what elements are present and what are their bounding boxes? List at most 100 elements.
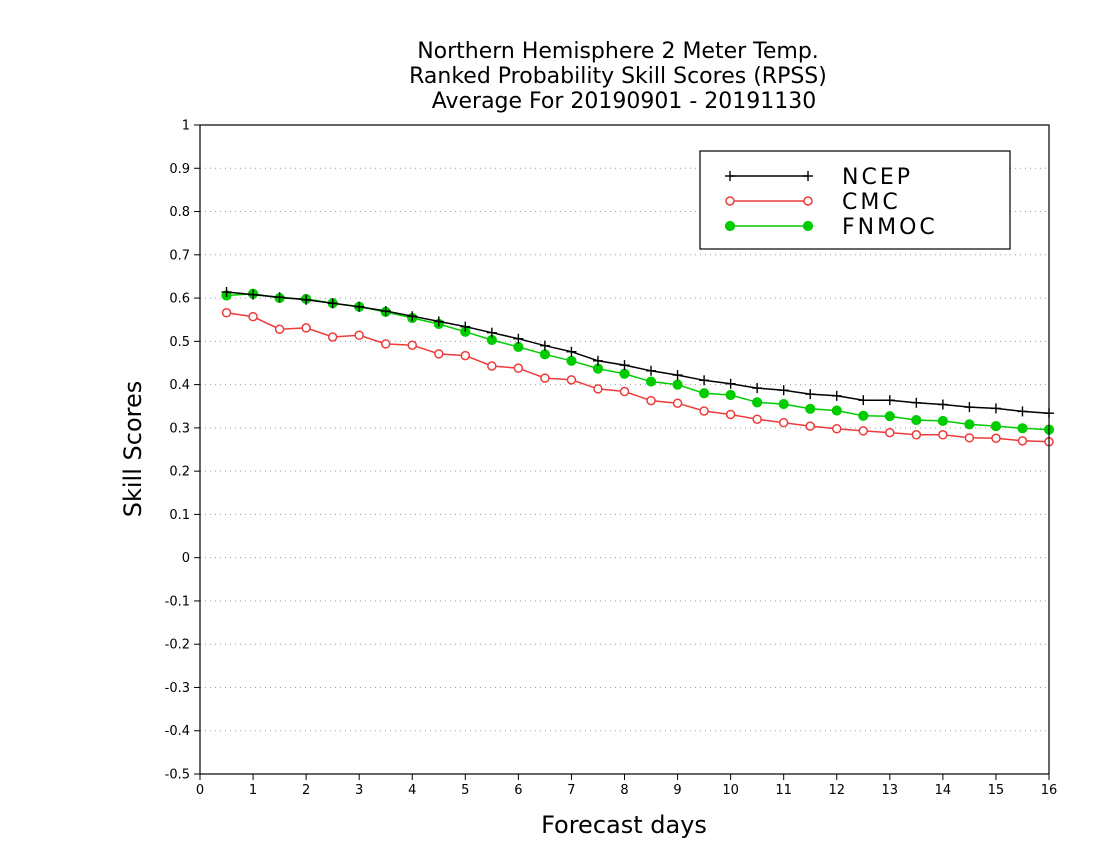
y-tick-label: 0.4 bbox=[169, 378, 190, 393]
x-tick-label: 15 bbox=[988, 783, 1005, 798]
y-tick-label: -0.4 bbox=[165, 724, 190, 739]
data-point-fnmoc bbox=[937, 415, 948, 427]
data-point-cmc bbox=[487, 361, 497, 371]
x-tick-label: 14 bbox=[935, 783, 952, 798]
data-point-cmc bbox=[380, 339, 391, 349]
y-tick-label: 0.5 bbox=[169, 335, 190, 350]
y-tick-label: -0.3 bbox=[165, 681, 190, 696]
data-point-ncep bbox=[539, 340, 550, 351]
series-ncep bbox=[221, 287, 1054, 419]
x-tick-label: 4 bbox=[408, 783, 416, 798]
x-tick-label: 7 bbox=[567, 783, 575, 798]
data-point-fnmoc bbox=[513, 341, 524, 353]
data-point-cmc bbox=[460, 350, 471, 361]
legend-item-ncep: NCEP bbox=[725, 165, 913, 190]
x-tick-label: 2 bbox=[302, 783, 310, 798]
data-point-ncep bbox=[699, 375, 710, 386]
data-point-fnmoc bbox=[831, 405, 842, 416]
data-point-ncep bbox=[990, 403, 1001, 414]
data-point-cmc bbox=[672, 398, 683, 408]
x-tick-label: 8 bbox=[620, 783, 628, 798]
data-point-fnmoc bbox=[752, 397, 763, 408]
data-point-fnmoc bbox=[645, 376, 657, 387]
data-point-fnmoc bbox=[964, 419, 975, 430]
data-point-ncep bbox=[433, 316, 444, 327]
legend-marker bbox=[725, 171, 735, 181]
y-tick-label: 0.9 bbox=[169, 162, 190, 177]
data-point-ncep bbox=[486, 327, 497, 338]
data-point-cmc bbox=[805, 421, 815, 431]
data-point-ncep bbox=[619, 360, 630, 371]
legend-item-cmc: CMC bbox=[725, 190, 901, 215]
data-point-cmc bbox=[725, 409, 736, 420]
data-point-fnmoc bbox=[1017, 423, 1028, 434]
data-point-cmc bbox=[911, 430, 922, 440]
data-point-ncep bbox=[646, 365, 657, 376]
data-point-cmc bbox=[991, 433, 1001, 444]
legend-label: FNMOC bbox=[842, 215, 938, 240]
gridlines bbox=[200, 167, 1049, 732]
x-tick-label: 1 bbox=[249, 783, 257, 798]
data-point-ncep bbox=[327, 298, 338, 309]
data-point-ncep bbox=[274, 292, 285, 303]
y-tick-label: -0.5 bbox=[165, 768, 190, 783]
y-tick-label: 0 bbox=[182, 551, 190, 566]
legend-marker bbox=[803, 171, 813, 181]
data-point-ncep bbox=[380, 306, 391, 317]
series-fnmoc bbox=[221, 288, 1055, 435]
legend-box bbox=[699, 150, 1011, 250]
x-tick-label: 3 bbox=[355, 783, 363, 798]
data-point-ncep bbox=[884, 395, 895, 406]
data-point-ncep bbox=[831, 390, 842, 401]
y-tick-label: 0.8 bbox=[169, 205, 190, 220]
data-point-ncep bbox=[752, 383, 763, 394]
legend-marker bbox=[803, 196, 813, 206]
data-point-fnmoc bbox=[805, 403, 816, 414]
data-point-ncep bbox=[672, 370, 683, 381]
data-point-cmc bbox=[858, 426, 869, 436]
axes: 1 0.9 0.8 0.7 0.6 0.5 0.4 0.3 0.2 0.1 0 -0.1 -0.2 -0.… bbox=[165, 119, 1058, 799]
series-line-fnmoc bbox=[226, 292, 1050, 431]
y-tick-label: 0.7 bbox=[169, 248, 190, 263]
data-point-cmc bbox=[274, 324, 285, 334]
data-point-ncep bbox=[566, 346, 577, 357]
data-point-cmc bbox=[832, 423, 842, 434]
data-point-cmc bbox=[354, 330, 364, 341]
data-point-fnmoc bbox=[619, 368, 630, 379]
data-point-ncep bbox=[248, 289, 259, 300]
legend-marker bbox=[802, 220, 814, 232]
legend-label: CMC bbox=[842, 190, 901, 215]
data-point-cmc bbox=[593, 384, 603, 394]
y-tick-label: -0.2 bbox=[165, 638, 190, 653]
legend-item-fnmoc: FNMOC bbox=[724, 215, 938, 240]
data-point-ncep bbox=[964, 402, 975, 413]
series-line-ncep bbox=[226, 291, 1050, 414]
data-point-fnmoc bbox=[539, 349, 551, 360]
x-tick-label: 6 bbox=[514, 783, 522, 798]
plot-frame bbox=[199, 124, 1050, 775]
x-tick-label: 13 bbox=[882, 783, 899, 798]
data-point-cmc bbox=[938, 430, 948, 440]
legend-marker bbox=[725, 196, 735, 206]
legend-marker bbox=[724, 220, 736, 232]
data-point-ncep bbox=[937, 399, 948, 410]
y-tick-label: 1 bbox=[182, 119, 190, 134]
data-point-fnmoc bbox=[566, 355, 577, 366]
data-point-cmc bbox=[699, 406, 709, 416]
data-point-cmc bbox=[248, 311, 258, 322]
data-point-fnmoc bbox=[725, 389, 736, 401]
data-point-cmc bbox=[646, 395, 656, 406]
data-point-cmc bbox=[619, 386, 630, 397]
data-point-ncep bbox=[778, 385, 789, 396]
legend-label: NCEP bbox=[842, 165, 913, 190]
data-point-cmc bbox=[221, 308, 232, 318]
data-point-ncep bbox=[1017, 406, 1028, 417]
x-tick-label: 10 bbox=[722, 783, 739, 798]
data-point-cmc bbox=[1017, 436, 1028, 446]
y-tick-label: 0.2 bbox=[169, 465, 190, 480]
data-point-cmc bbox=[407, 340, 417, 350]
data-point-cmc bbox=[778, 417, 789, 428]
title-line-2: Ranked Probability Skill Scores (RPSS) bbox=[409, 64, 827, 89]
data-point-cmc bbox=[566, 375, 577, 385]
